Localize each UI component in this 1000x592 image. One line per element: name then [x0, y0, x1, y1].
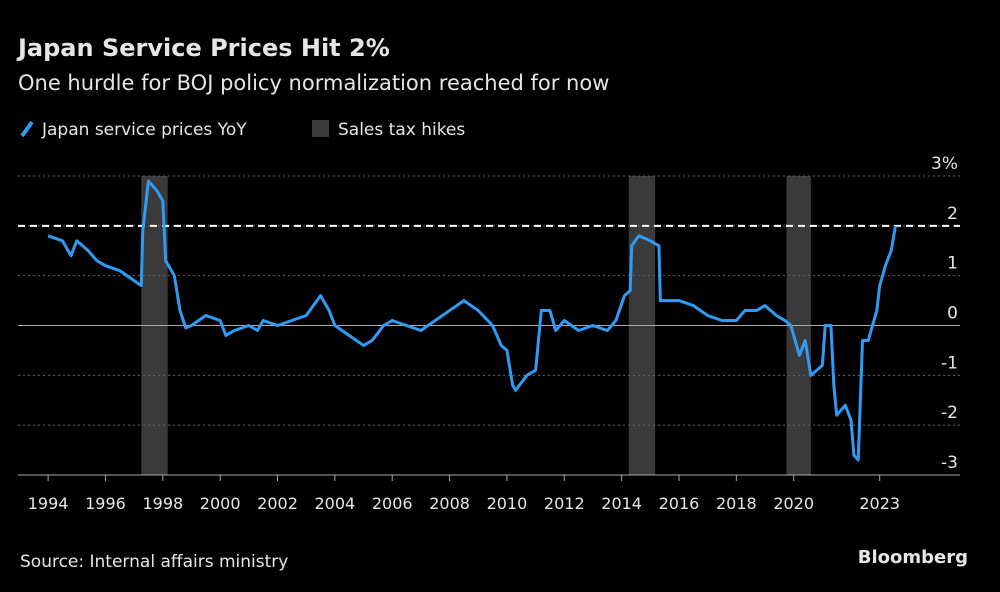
x-tick-label: 2012	[544, 494, 585, 513]
y-tick-label: 3%	[931, 154, 958, 174]
legend-shade-icon	[312, 120, 329, 137]
x-tick-label: 2002	[257, 494, 298, 513]
legend-label: Japan service prices YoY	[41, 120, 247, 140]
x-tick-label: 2010	[487, 494, 528, 513]
legend-label: Sales tax hikes	[338, 120, 465, 140]
x-tick-label: 1994	[28, 494, 69, 513]
x-tick-label: 1996	[85, 494, 126, 513]
brand-credit: Bloomberg	[858, 547, 968, 568]
source-note: Source: Internal affairs ministry	[20, 552, 288, 572]
x-tick-label: 2006	[372, 494, 413, 513]
x-tick-label: 2000	[200, 494, 241, 513]
x-tick-label: 1998	[142, 494, 183, 513]
x-tick-label: 2016	[659, 494, 700, 513]
x-tick-label: 2020	[773, 494, 814, 513]
x-tick-label: 2018	[716, 494, 757, 513]
legend-line-icon	[20, 120, 34, 138]
x-tick-label: 2014	[601, 494, 642, 513]
series-line	[47, 179, 897, 462]
y-tick-label: 2	[947, 204, 958, 224]
y-tick-label: -3	[941, 453, 958, 473]
y-tick-label: -1	[941, 353, 958, 373]
chart-title: Japan Service Prices Hit 2%	[16, 34, 390, 62]
chart-subtitle: One hurdle for BOJ policy normalization …	[18, 71, 609, 95]
y-tick-label: 0	[947, 304, 958, 324]
x-tick-label: 2023	[859, 494, 900, 513]
y-tick-label: 1	[947, 254, 958, 274]
x-tick-label: 2004	[315, 494, 356, 513]
y-tick-label: -2	[941, 403, 958, 423]
x-tick-label: 2008	[429, 494, 470, 513]
